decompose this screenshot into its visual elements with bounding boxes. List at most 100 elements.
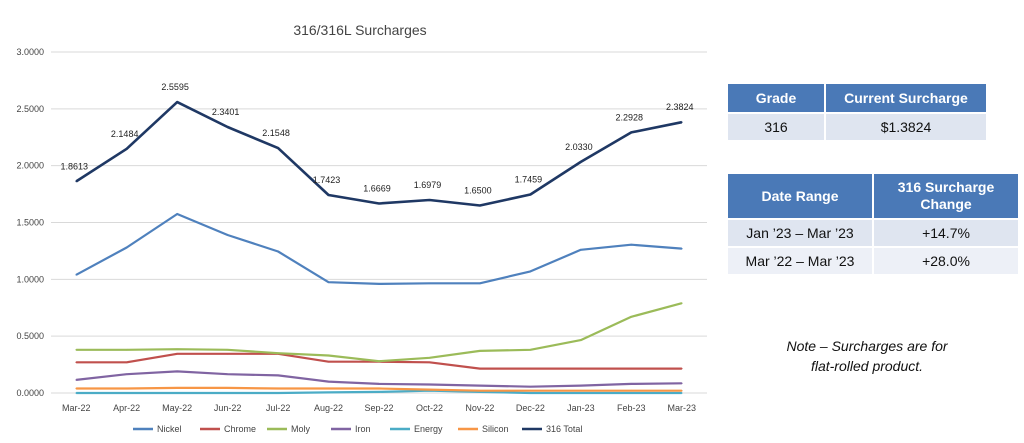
data-point-iron	[529, 385, 532, 388]
data-point-chrome	[226, 352, 229, 355]
y-tick-label: 3.0000	[16, 47, 44, 57]
data-point-silicon	[378, 387, 380, 390]
data-point-316-total	[378, 202, 380, 205]
data-point-energy	[529, 392, 532, 394]
legend-label-energy: Energy	[414, 424, 443, 434]
data-point-iron	[226, 373, 229, 376]
data-point-316-total	[680, 121, 683, 124]
note-line-1: Note – Surcharges are for	[786, 338, 948, 354]
data-label: 2.3401	[212, 107, 240, 117]
data-point-nickel	[680, 247, 683, 250]
y-tick-label: 0.5000	[16, 331, 44, 341]
legend-label-316-total: 316 Total	[546, 424, 582, 434]
data-point-moly	[277, 352, 279, 355]
data-point-energy	[378, 391, 380, 393]
data-point-chrome	[529, 367, 532, 370]
x-tick-label: Jan-23	[567, 403, 595, 413]
data-point-energy	[327, 391, 330, 394]
data-point-iron	[277, 374, 279, 377]
data-point-iron	[125, 373, 128, 376]
x-tick-label: May-22	[162, 403, 192, 413]
grade-value: 316	[728, 114, 824, 140]
data-point-nickel	[125, 246, 128, 249]
legend-label-chrome: Chrome	[224, 424, 256, 434]
x-tick-label: Jun-22	[214, 403, 242, 413]
data-point-energy	[580, 392, 582, 394]
surcharge-change-value: +28.0%	[874, 248, 1018, 274]
data-point-moly	[176, 348, 178, 351]
data-point-nickel	[428, 282, 431, 285]
data-point-energy	[125, 392, 128, 394]
y-tick-label: 2.0000	[16, 161, 44, 171]
data-point-energy	[226, 392, 229, 394]
grade-header: Grade	[728, 84, 824, 112]
x-tick-label: Sep-22	[364, 403, 393, 413]
data-point-silicon	[277, 387, 279, 390]
data-point-silicon	[479, 389, 481, 392]
data-point-316-total	[277, 147, 279, 149]
data-point-chrome	[428, 361, 431, 364]
data-point-chrome	[75, 361, 78, 364]
data-point-iron	[327, 380, 330, 383]
x-tick-label: Dec-22	[516, 403, 545, 413]
data-point-moly	[580, 339, 582, 341]
data-point-energy	[75, 392, 78, 394]
data-point-silicon	[125, 387, 128, 390]
data-label: 2.3824	[666, 102, 694, 112]
series-line-nickel	[75, 212, 682, 285]
change-table-row: Jan ’23 – Mar ’23 +14.7%	[728, 220, 1018, 246]
data-label: 2.1548	[262, 128, 290, 138]
surcharge-chart: 316/316L Surcharges 0.0000 0.5000 1.0000 1.5…	[16, 22, 707, 434]
data-point-chrome	[125, 361, 128, 364]
data-label: 1.6500	[464, 185, 492, 195]
data-point-silicon	[176, 387, 178, 389]
data-point-moly	[226, 349, 229, 351]
grade-table-row: 316 $1.3824	[728, 114, 986, 140]
data-point-iron	[176, 370, 178, 373]
y-tick-label: 2.5000	[16, 104, 44, 114]
date-range-value: Mar ’22 – Mar ’23	[728, 248, 872, 274]
data-point-316-total	[428, 199, 431, 201]
data-point-chrome	[630, 367, 633, 370]
data-point-moly	[75, 349, 78, 351]
data-point-silicon	[75, 387, 78, 390]
data-point-energy	[176, 392, 178, 394]
data-point-chrome	[176, 352, 178, 355]
data-point-nickel	[176, 213, 178, 215]
data-point-nickel	[277, 250, 279, 253]
data-point-316-total	[125, 147, 128, 150]
data-label: 2.0330	[565, 142, 593, 152]
data-label: 1.7459	[515, 175, 543, 185]
x-tick-label: Nov-22	[465, 403, 494, 413]
data-label: 2.1484	[111, 129, 139, 139]
grade-table: Grade Current Surcharge 316 $1.3824	[726, 82, 988, 142]
data-point-316-total	[327, 194, 330, 196]
data-point-energy	[680, 392, 683, 394]
chart-svg: 316/316L Surcharges 0.0000 0.5000 1.0000 1.5…	[16, 22, 707, 434]
data-point-iron	[428, 383, 431, 386]
data-point-nickel	[630, 243, 633, 246]
current-surcharge-value: $1.3824	[826, 114, 986, 140]
data-point-316-total	[176, 101, 178, 103]
data-label: 1.7423	[313, 175, 341, 185]
data-point-moly	[428, 356, 431, 359]
data-point-316-total	[580, 161, 582, 163]
y-tick-label: 1.5000	[16, 218, 44, 228]
legend-label-iron: Iron	[355, 424, 371, 434]
data-point-316-total	[75, 180, 78, 183]
x-tick-label: Mar-23	[668, 403, 697, 413]
data-point-iron	[75, 379, 78, 381]
data-point-energy	[630, 392, 633, 394]
data-point-silicon	[428, 388, 431, 391]
data-point-moly	[680, 302, 683, 305]
data-point-nickel	[479, 282, 481, 285]
data-point-moly	[529, 349, 532, 351]
data-point-nickel	[75, 273, 78, 276]
data-point-moly	[630, 316, 633, 318]
x-tick-label: Jul-22	[266, 403, 291, 413]
data-point-316-total	[479, 204, 481, 207]
data-point-316-total	[630, 131, 633, 134]
data-label: 2.5595	[161, 82, 189, 92]
current-surcharge-header: Current Surcharge	[826, 84, 986, 112]
x-tick-label: Feb-23	[617, 403, 646, 413]
